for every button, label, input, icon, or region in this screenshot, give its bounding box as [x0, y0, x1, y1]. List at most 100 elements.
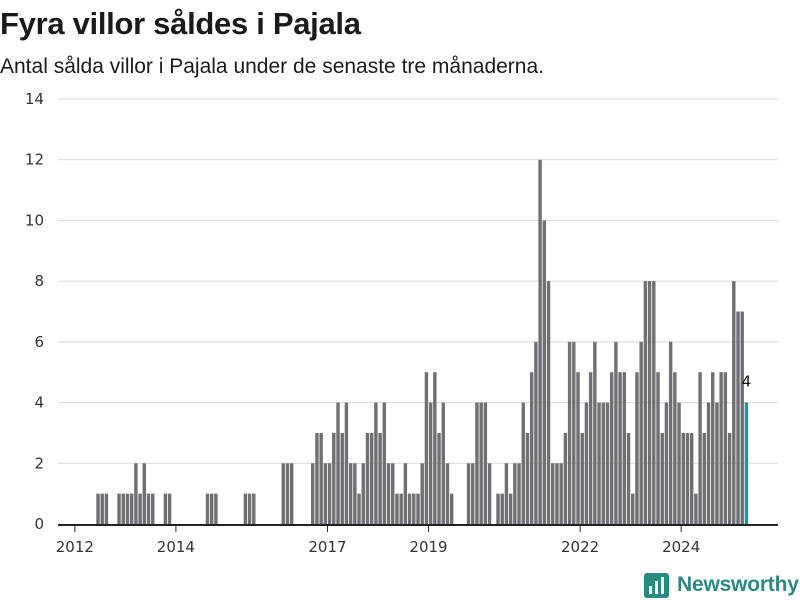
bar: [327, 463, 332, 524]
bar: [315, 432, 319, 524]
bar: [698, 372, 702, 524]
bar: [580, 432, 584, 524]
bar: [365, 432, 370, 524]
bar: [437, 432, 441, 524]
bar: [597, 402, 601, 524]
bar: [652, 281, 656, 524]
bar: [214, 493, 218, 524]
bar: [513, 463, 517, 524]
bar: [525, 432, 530, 524]
bar: [361, 463, 365, 524]
bar: [479, 402, 483, 524]
bar: [668, 341, 673, 524]
bar: [702, 432, 707, 524]
bar: [138, 493, 142, 524]
bar: [496, 493, 500, 524]
bar: [685, 432, 690, 524]
y-tick-label: 4: [34, 394, 44, 412]
bar: [504, 463, 509, 524]
bar-chart-logo-icon: [644, 572, 669, 598]
bar: [247, 493, 252, 524]
bar-highlight: [744, 402, 749, 524]
x-tick-label: 2019: [409, 538, 447, 556]
bar: [374, 402, 378, 524]
bar: [96, 493, 100, 524]
bar: [694, 493, 698, 524]
bar: [151, 493, 155, 524]
bar: [285, 463, 290, 524]
bar: [146, 493, 151, 524]
bar: [252, 493, 256, 524]
bar: [344, 402, 349, 524]
bar: [449, 493, 454, 524]
bar: [487, 463, 492, 524]
bar: [391, 463, 395, 524]
bar: [601, 402, 605, 524]
bar: [311, 463, 315, 524]
bar: [412, 493, 416, 524]
bar: [433, 372, 437, 524]
bar: [732, 281, 736, 524]
y-tick-label: 10: [25, 211, 44, 229]
bar: [609, 372, 614, 524]
bar: [551, 463, 555, 524]
bar: [521, 402, 525, 524]
bar: [100, 493, 104, 524]
bar: [382, 402, 387, 524]
bar: [209, 493, 214, 524]
y-tick-label: 2: [34, 454, 44, 472]
bar: [407, 493, 412, 524]
brand-footer: Newsworthy: [644, 570, 799, 600]
bar: [445, 463, 450, 524]
bar: [353, 463, 357, 524]
bar: [399, 493, 403, 524]
bar: [664, 402, 669, 524]
y-tick-label: 8: [34, 272, 44, 290]
bar: [534, 341, 538, 524]
bar: [357, 493, 361, 524]
y-tick-label: 6: [34, 333, 44, 351]
bar: [416, 493, 420, 524]
bar: [622, 372, 627, 524]
bar: [546, 281, 551, 524]
bar: [500, 493, 504, 524]
bar: [715, 402, 719, 524]
bar: [243, 493, 248, 524]
bar: [635, 372, 639, 524]
bar: [281, 463, 285, 524]
bar: [332, 432, 336, 524]
bar: [134, 463, 138, 524]
bar: [656, 372, 660, 524]
x-tick-label: 2022: [561, 538, 599, 556]
bar: [542, 220, 547, 524]
bar: [319, 432, 323, 524]
bar: [567, 341, 572, 524]
page-subtitle: Antal sålda villor i Pajala under de sen…: [0, 55, 544, 78]
bar: [576, 372, 580, 524]
bar: [125, 493, 130, 524]
bar: [403, 463, 408, 524]
bar: [647, 281, 652, 524]
bar: [626, 432, 631, 524]
y-axis-ticks: 0 2 4 6 8 10 12 14: [25, 90, 44, 533]
bar: [614, 341, 618, 524]
bar: [711, 372, 715, 524]
bar: [378, 432, 382, 524]
bar: [529, 372, 534, 524]
bar: [572, 341, 576, 524]
bar: [340, 432, 344, 524]
bar: [727, 432, 732, 524]
bar: [129, 493, 134, 524]
bar: [740, 311, 744, 524]
bar: [348, 463, 353, 524]
bar: [117, 493, 121, 524]
bar: [593, 341, 597, 524]
bar: [395, 493, 399, 524]
bars: [96, 159, 749, 524]
bar: [689, 432, 694, 524]
bar: [584, 402, 589, 524]
bar: [559, 463, 563, 524]
bar: [483, 402, 488, 524]
bar: [588, 372, 593, 524]
bar: [386, 463, 391, 524]
